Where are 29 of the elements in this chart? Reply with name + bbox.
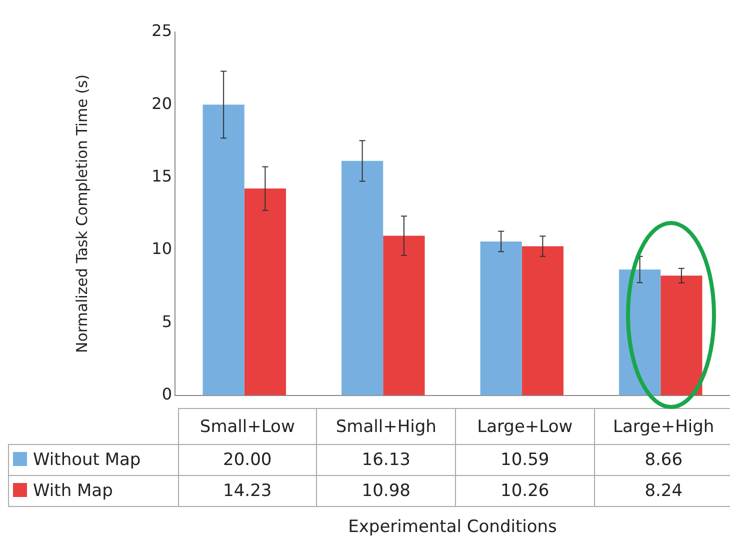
bar <box>244 188 286 396</box>
bar <box>342 160 384 396</box>
bar <box>202 104 244 396</box>
y-axis-title: Normalized Task Completion Time (s) <box>72 74 91 354</box>
data-label: 10.98 <box>316 476 456 506</box>
legend-label: With Map <box>33 481 113 501</box>
bar <box>480 241 522 396</box>
legend-label: Without Map <box>33 450 141 470</box>
y-tick-label: 10 <box>152 239 172 258</box>
data-label: 14.23 <box>178 476 317 506</box>
x-tick-label: Small+High <box>316 408 456 444</box>
data-label: 16.13 <box>316 444 456 476</box>
bar <box>383 236 425 396</box>
x-tick-label: Small+Low <box>178 408 317 444</box>
y-tick-label: 15 <box>152 166 172 186</box>
y-tick-label: 20 <box>152 94 172 113</box>
data-label: 8.24 <box>594 476 730 506</box>
data-label: 20.00 <box>178 444 317 476</box>
bar <box>522 246 564 396</box>
x-tick-label: Large+High <box>594 408 730 444</box>
data-label: 8.66 <box>594 444 730 476</box>
data-label: 10.59 <box>456 444 594 476</box>
y-tick-label: 25 <box>152 21 172 40</box>
y-tick-label: 0 <box>162 384 172 404</box>
x-tick-label: Large+Low <box>456 408 594 444</box>
bar <box>660 276 702 396</box>
x-axis-title: Experimental Conditions <box>347 517 558 537</box>
y-tick-label: 5 <box>162 312 172 331</box>
data-label: 10.26 <box>456 476 594 506</box>
